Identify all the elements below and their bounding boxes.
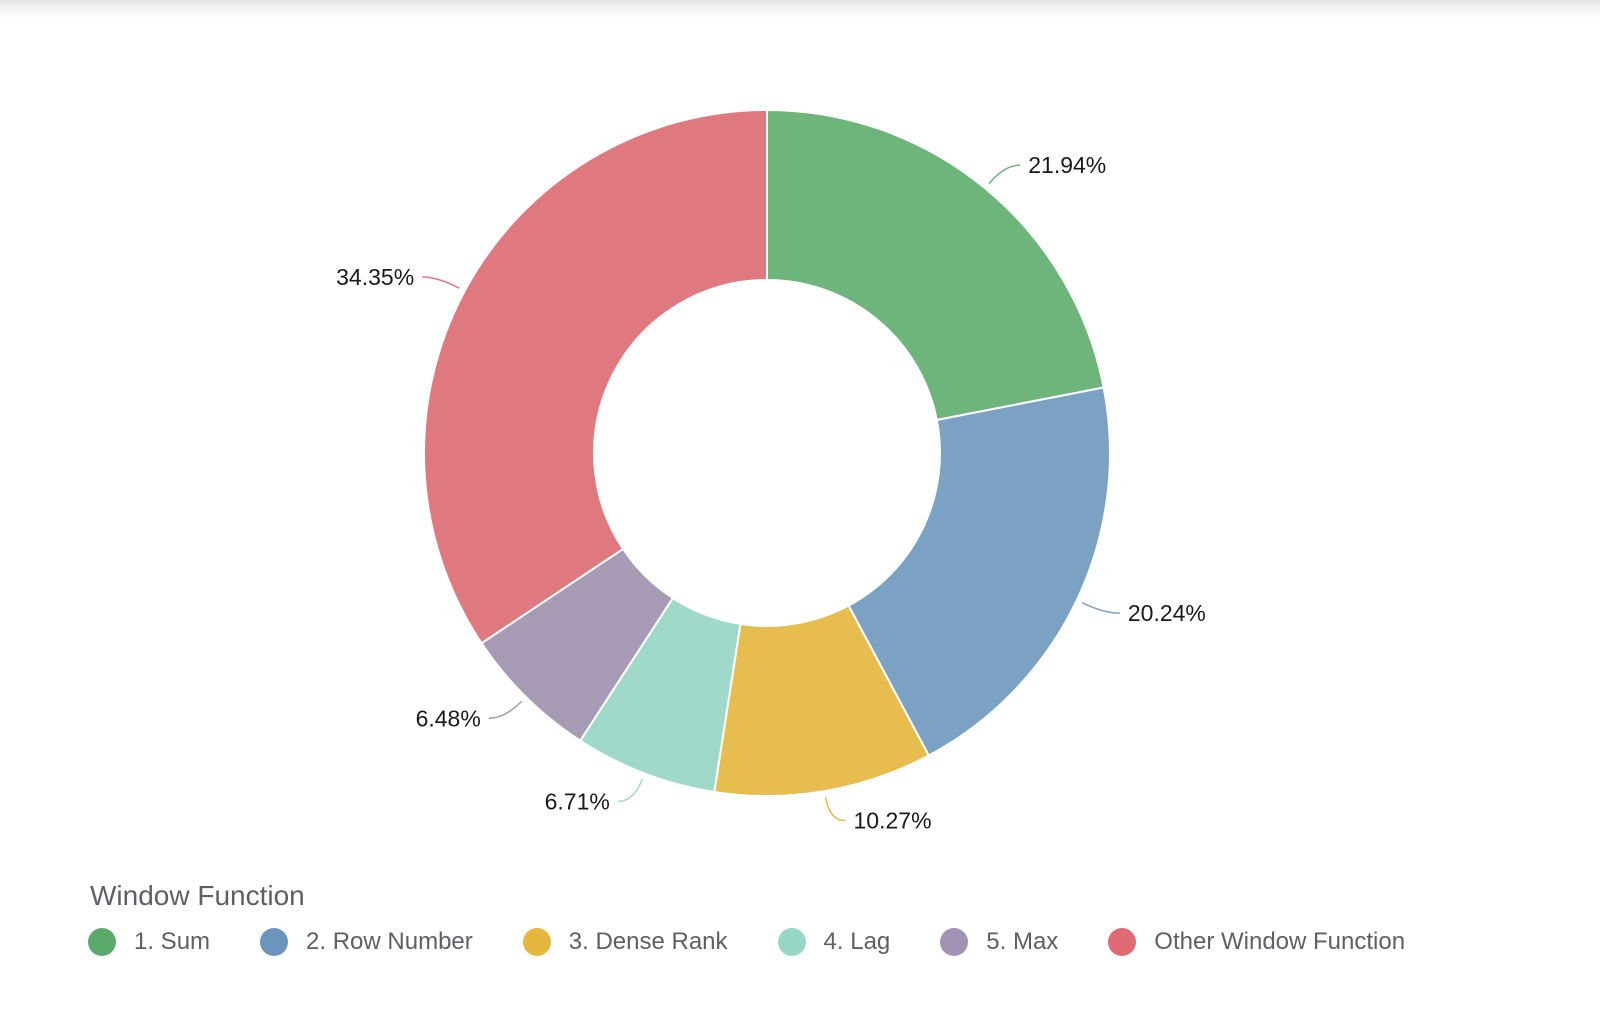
leader-line-other xyxy=(422,276,460,289)
leader-line-dense-rank xyxy=(824,796,846,822)
legend-swatch-other xyxy=(1108,928,1137,956)
slice-row-number[interactable] xyxy=(847,386,1111,757)
legend-swatch-row-number xyxy=(260,928,289,956)
slice-other[interactable] xyxy=(423,108,768,645)
legend-item-max[interactable]: 5. Max xyxy=(940,928,1058,956)
legend-item-sum[interactable]: 1. Sum xyxy=(88,928,210,956)
legend-items: 1. Sum 2. Row Number 3. Dense Rank 4. La… xyxy=(88,928,1568,956)
legend-label-row-number: 2. Row Number xyxy=(306,928,473,955)
top-shadow xyxy=(0,0,1600,20)
legend-swatch-max xyxy=(940,928,969,956)
leader-line-row-number xyxy=(1081,602,1120,614)
slice-sum[interactable] xyxy=(766,108,1105,422)
value-labels-group: 21.94% 20.24% 10.27% 6.71% 6.48% 34.35% xyxy=(336,152,1206,834)
legend-item-row-number[interactable]: 2. Row Number xyxy=(260,928,473,956)
leader-lines-group xyxy=(422,164,1120,822)
legend: Window Function 1. Sum 2. Row Number 3. … xyxy=(88,878,1568,956)
legend-item-dense-rank[interactable]: 3. Dense Rank xyxy=(522,928,728,956)
leader-line-sum xyxy=(988,164,1021,185)
legend-label-sum: 1. Sum xyxy=(134,928,211,955)
legend-label-dense-rank: 3. Dense Rank xyxy=(568,928,728,955)
legend-label-lag: 4. Lag xyxy=(823,928,891,955)
leader-line-lag xyxy=(617,778,644,803)
legend-item-other[interactable]: Other Window Function xyxy=(1108,928,1405,956)
legend-swatch-dense-rank xyxy=(522,928,551,956)
leader-line-max xyxy=(488,700,523,720)
legend-title: Window Function xyxy=(90,880,305,911)
legend-item-lag[interactable]: 4. Lag xyxy=(777,928,891,956)
value-label-dense-rank: 10.27% xyxy=(854,808,932,834)
legend-swatch-lag xyxy=(777,928,806,956)
value-label-max: 6.48% xyxy=(416,705,481,731)
donut-chart: 21.94% 20.24% 10.27% 6.71% 6.48% 34.35% xyxy=(336,108,1206,834)
value-label-lag: 6.71% xyxy=(545,788,610,814)
legend-label-other: Other Window Function xyxy=(1154,928,1406,955)
legend-swatch-sum xyxy=(88,928,116,956)
value-label-sum: 21.94% xyxy=(1028,152,1106,178)
slices-group xyxy=(423,108,1111,797)
value-label-row-number: 20.24% xyxy=(1128,600,1206,626)
value-label-other: 34.35% xyxy=(336,264,414,290)
legend-label-max: 5. Max xyxy=(986,928,1059,955)
